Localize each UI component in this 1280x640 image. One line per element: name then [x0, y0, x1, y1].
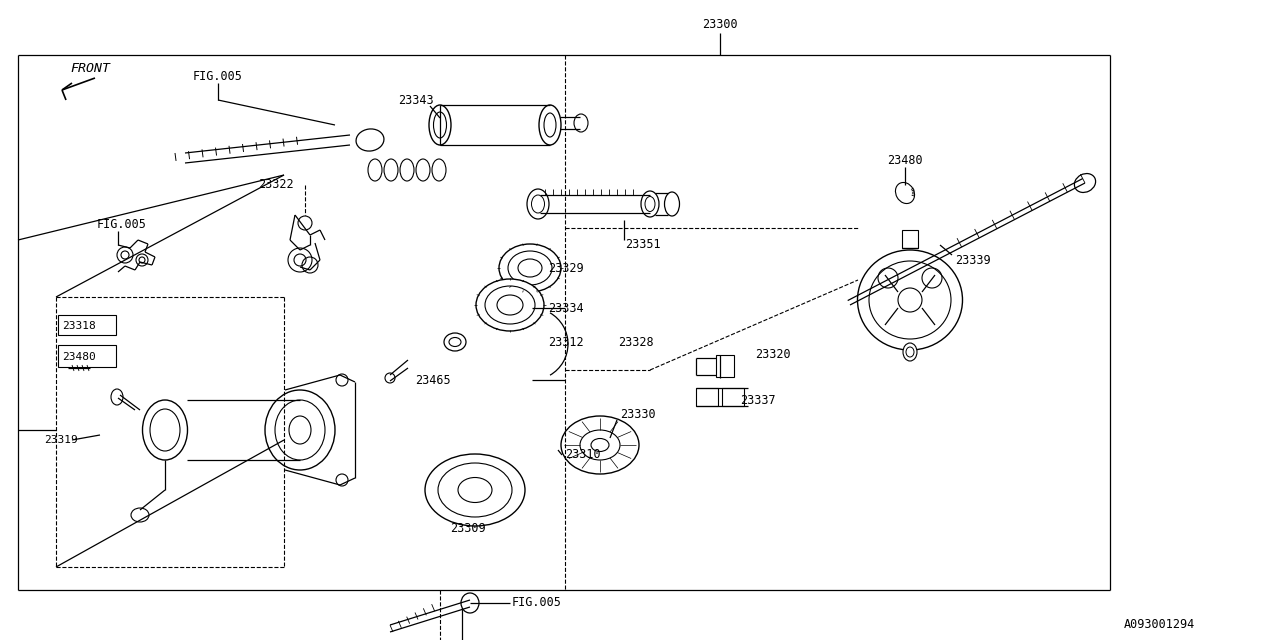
Text: FIG.005: FIG.005: [193, 70, 243, 83]
Text: 23319: 23319: [44, 435, 78, 445]
Text: 23465: 23465: [415, 374, 451, 387]
Text: 23337: 23337: [740, 394, 776, 406]
Ellipse shape: [131, 508, 148, 522]
Text: 23310: 23310: [564, 449, 600, 461]
Ellipse shape: [580, 430, 620, 460]
Ellipse shape: [485, 286, 535, 324]
Bar: [716, 355, 733, 377]
Text: 23322: 23322: [259, 179, 293, 191]
Bar: [58, 345, 116, 367]
Ellipse shape: [111, 389, 123, 405]
Text: 23351: 23351: [625, 239, 660, 252]
Ellipse shape: [356, 129, 384, 151]
Text: 23330: 23330: [620, 408, 655, 422]
Ellipse shape: [444, 333, 466, 351]
Text: 23328: 23328: [618, 335, 654, 349]
Text: 23318: 23318: [61, 321, 96, 331]
Text: FIG.005: FIG.005: [97, 218, 147, 232]
Text: A093001294: A093001294: [1124, 618, 1196, 632]
Text: 23343: 23343: [398, 93, 434, 106]
Text: 23480: 23480: [61, 352, 96, 362]
Text: FRONT: FRONT: [70, 61, 110, 74]
Text: 23480: 23480: [887, 154, 923, 166]
Ellipse shape: [438, 463, 512, 517]
Text: 23329: 23329: [548, 262, 584, 275]
Text: FIG.005: FIG.005: [512, 596, 562, 609]
Ellipse shape: [561, 416, 639, 474]
Text: 23309: 23309: [451, 522, 486, 534]
Ellipse shape: [902, 343, 916, 361]
Text: 23300: 23300: [703, 19, 737, 31]
Bar: [58, 315, 116, 335]
Bar: [722, 388, 744, 406]
Ellipse shape: [425, 454, 525, 526]
Bar: [696, 388, 718, 406]
Bar: [902, 230, 918, 248]
Ellipse shape: [476, 279, 544, 331]
Text: 23320: 23320: [755, 349, 791, 362]
Ellipse shape: [461, 593, 479, 613]
Text: 23312: 23312: [548, 335, 584, 349]
Ellipse shape: [869, 261, 951, 339]
Ellipse shape: [508, 251, 552, 285]
Ellipse shape: [499, 244, 561, 292]
Text: 23334: 23334: [548, 301, 584, 314]
Ellipse shape: [1074, 173, 1096, 193]
Text: 23339: 23339: [955, 253, 991, 266]
Ellipse shape: [858, 250, 963, 350]
Ellipse shape: [896, 182, 914, 204]
